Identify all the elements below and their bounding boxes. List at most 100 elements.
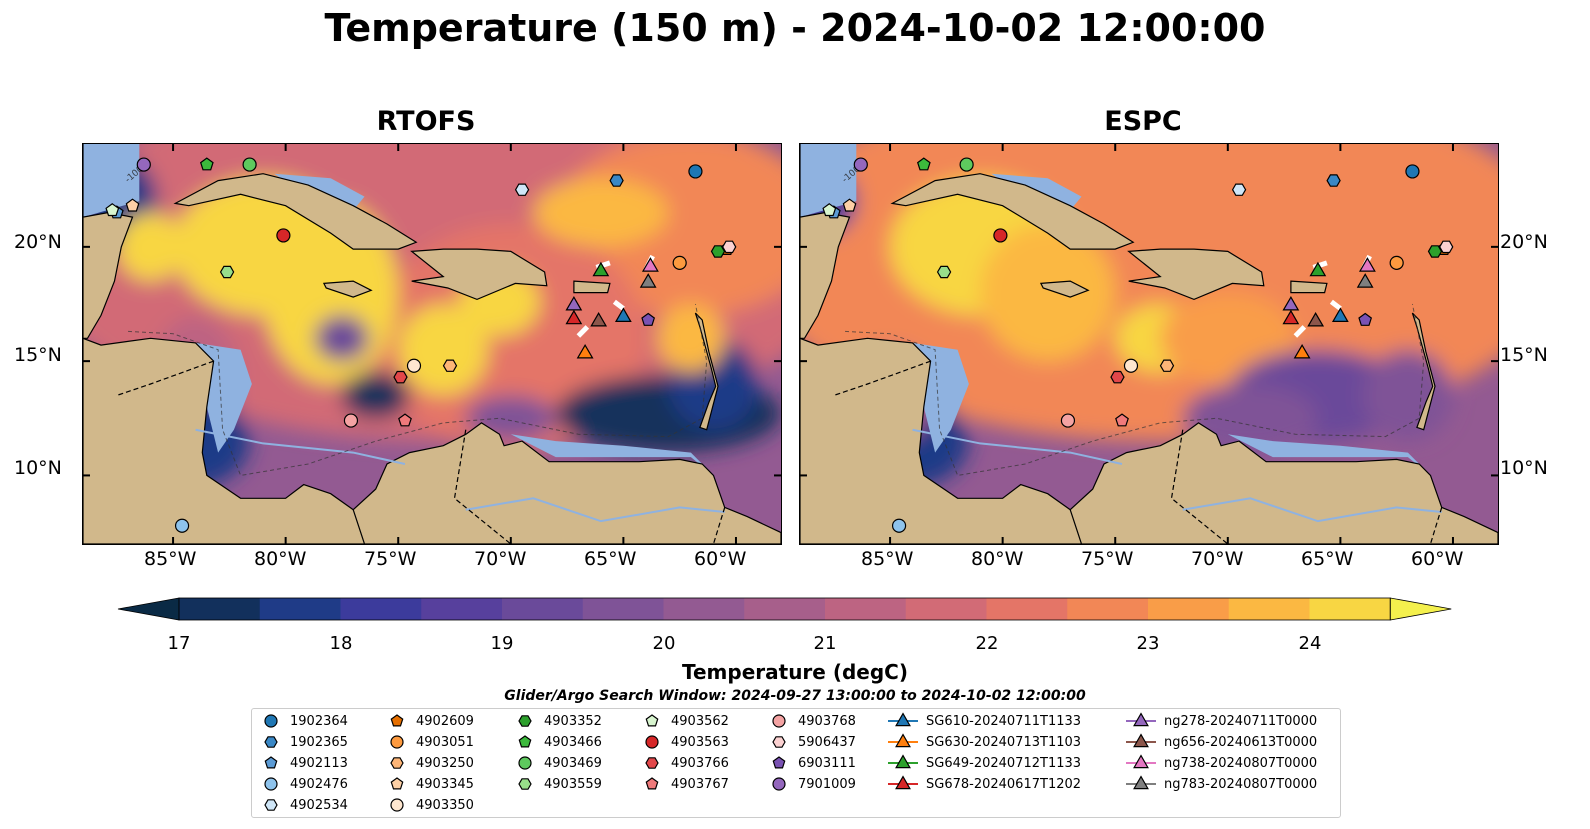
float-marker-7901009-espc [853, 157, 868, 172]
lon-label-75w-right: 75°W [1081, 548, 1134, 570]
colorbar-tick-18: 18 [329, 633, 353, 654]
legend-label: 4902113 [290, 755, 348, 771]
legend-label: 4903768 [798, 713, 856, 729]
map-panel-espc[interactable]: -1000 [799, 143, 1499, 545]
legend-item: 4903250 [386, 754, 474, 772]
legend-item: 4903469 [514, 754, 602, 772]
glider-marker-ng278-rtofs [565, 296, 583, 311]
glider-marker-SG610-rtofs [614, 307, 632, 322]
colorbar-segment-15 [1309, 598, 1391, 620]
land-cuba-rtofs [173, 173, 418, 250]
map-canvas-espc: -1000 [800, 144, 1498, 544]
legend-label: 4903466 [544, 734, 602, 750]
colorbar-segment-13 [1148, 598, 1230, 620]
float-marker-6903111-rtofs [641, 312, 656, 326]
colorbar-tick-20: 20 [652, 633, 676, 654]
land-hispaniola-rtofs [410, 248, 548, 301]
land-puerto-espc [1290, 280, 1328, 294]
glider-marker-ng738-rtofs [641, 257, 659, 272]
legend-label: 6903111 [798, 755, 856, 771]
land-jamaica-espc [1039, 280, 1090, 298]
float-marker-4903559-rtofs [219, 265, 235, 279]
float-marker-1902364-rtofs [688, 164, 703, 179]
legend-marker-icon [390, 757, 404, 769]
float-marker-4903766-espc [1110, 370, 1125, 384]
float-marker-4903767-espc [1115, 413, 1129, 427]
lon-label-85w-right: 85°W [861, 548, 914, 570]
legend-item: 4903345 [386, 775, 474, 793]
legend-item: 4903768 [768, 712, 856, 730]
legend-item: 4903562 [641, 712, 729, 730]
river-espc-1 [1182, 497, 1442, 523]
land-yucatan-espc [800, 144, 851, 339]
lon-label-60w-left: 60°W [694, 548, 747, 570]
map-canvas-rtofs: -1000 [83, 144, 781, 544]
float-marker-4903563-rtofs [276, 228, 291, 243]
float-marker-4903563-espc [993, 228, 1008, 243]
legend-item: ng783-20240807T0000 [1126, 775, 1317, 793]
legend-label: SG630-20240713T1103 [926, 734, 1082, 750]
legend-marker-icon [390, 735, 404, 749]
lon-label-60w-right: 60°W [1411, 548, 1464, 570]
legend: 1902364 1902365 4902113 4902476 4902534 49026… [251, 708, 1341, 818]
legend-label: 4902609 [416, 713, 474, 729]
legend-label: 7901009 [798, 776, 856, 792]
float-marker-4903469-espc [959, 157, 974, 172]
panel-title-left: RTOFS [376, 106, 476, 137]
legend-item: 4902476 [260, 775, 348, 793]
legend-label: 4903350 [416, 797, 474, 813]
land-lesser-rtofs [694, 312, 719, 431]
legend-label: 4903559 [544, 776, 602, 792]
float-marker-4903466-espc [916, 157, 931, 171]
legend-marker-icon [518, 735, 532, 748]
colorbar-tick-19: 19 [490, 633, 514, 654]
map-panel-rtofs[interactable]: -1000 [82, 143, 782, 545]
lon-label-70w-left: 70°W [474, 548, 527, 570]
legend-item: 4903767 [641, 775, 729, 793]
search-window-text: Glider/Argo Search Window: 2024-09-27 13… [504, 688, 1086, 704]
land-southam-espc [1069, 422, 1498, 544]
legend-label: 4903562 [671, 713, 729, 729]
float-marker-5906437-espc [1439, 240, 1454, 254]
land-cuba-espc [890, 173, 1135, 250]
float-marker-4903469-rtofs [242, 157, 257, 172]
legend-label: 4903352 [544, 713, 602, 729]
lat-label-20n-right: 20°N [1500, 231, 1548, 253]
lon-label-70w-right: 70°W [1191, 548, 1244, 570]
legend-item: ng738-20240807T0000 [1126, 754, 1317, 772]
lon-label-65w-left: 65°W [584, 548, 637, 570]
float-marker-4902534-rtofs [514, 183, 530, 196]
colorbar-segment-14 [1228, 598, 1310, 620]
lat-label-20n-left: 20°N [14, 231, 62, 253]
legend-item: SG678-20240617T1202 [888, 775, 1081, 793]
glider-marker-ng783-rtofs [639, 273, 657, 288]
colorbar-label: Temperature (degC) [682, 660, 908, 684]
legend-marker-icon [264, 756, 278, 769]
float-marker-4903345-rtofs [125, 198, 140, 212]
legend-marker-icon [264, 736, 278, 748]
legend-label: ng656-20240613T0000 [1164, 734, 1318, 750]
legend-label: SG649-20240712T1133 [926, 755, 1082, 771]
glider-marker-ng738-espc [1358, 257, 1376, 272]
legend-item: 4903350 [386, 796, 474, 814]
glider-marker-SG630-espc [1293, 344, 1311, 359]
colorbar-segment-5 [502, 598, 584, 620]
glider-marker-SG678-rtofs [565, 309, 583, 325]
float-marker-4903250-rtofs [442, 359, 458, 372]
glider-marker-ng656-espc [1307, 312, 1325, 327]
legend-marker-icon [1126, 712, 1156, 727]
legend-marker-icon [645, 735, 659, 749]
float-marker-4903768-rtofs [343, 413, 359, 428]
colorbar-segment-11 [986, 598, 1068, 620]
colorbar-tick-22: 22 [975, 633, 999, 654]
legend-item: 7901009 [768, 775, 856, 793]
float-marker-4903250-espc [1159, 359, 1175, 372]
land-yucatan-rtofs [83, 144, 134, 339]
colorbar-segment-3 [340, 598, 422, 620]
land-jamaica-rtofs [322, 280, 373, 298]
colorbar-segment-4 [421, 598, 503, 620]
float-marker-4903345-espc [842, 198, 857, 212]
colorbar-tick-21: 21 [813, 633, 837, 654]
legend-item: SG630-20240713T1103 [888, 733, 1081, 751]
legend-label: ng738-20240807T0000 [1164, 755, 1318, 771]
